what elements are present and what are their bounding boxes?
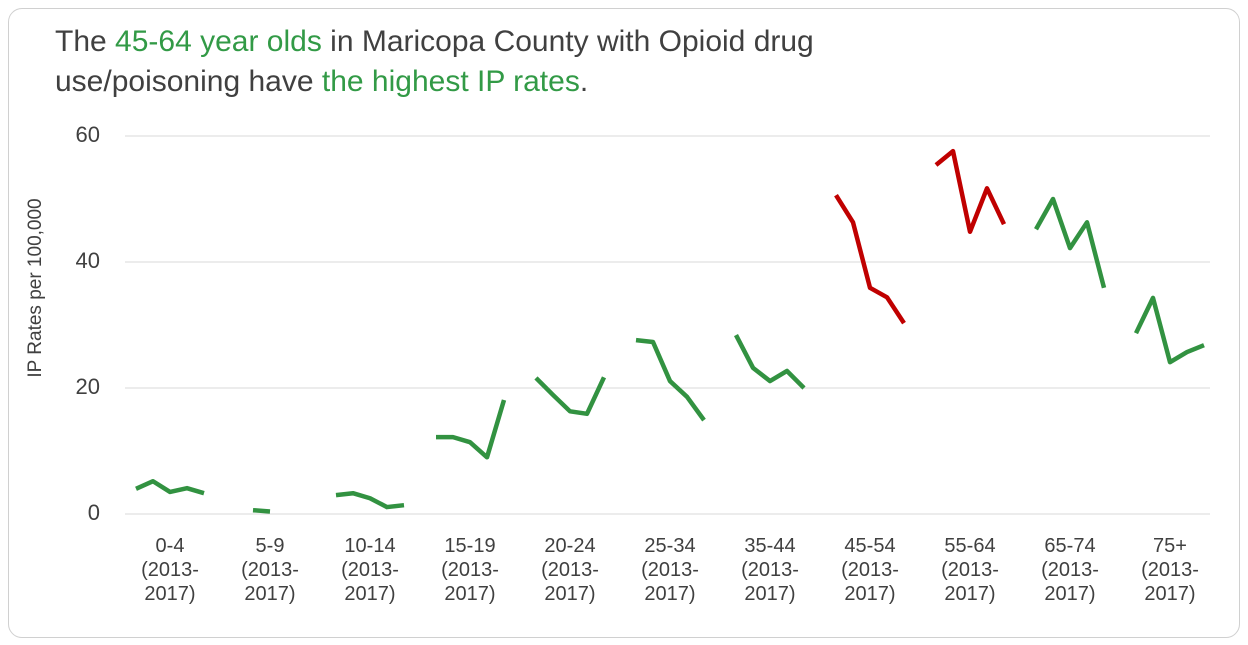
title-part: The bbox=[55, 25, 116, 58]
x-tick-label: 75+ (2013-2017) bbox=[1141, 535, 1199, 605]
chart-title: The 45-64 year olds in Maricopa County w… bbox=[55, 22, 995, 102]
y-tick-label: 40 bbox=[76, 248, 100, 273]
x-tick-label: 5-9 (2013-2017) bbox=[241, 535, 299, 605]
card bbox=[8, 8, 1240, 638]
group-line bbox=[534, 376, 607, 417]
group-line bbox=[436, 399, 507, 460]
y-tick-label: 20 bbox=[76, 374, 100, 399]
title-part: 45-64 year olds bbox=[115, 25, 322, 58]
group-line bbox=[734, 334, 806, 390]
title-part: the highest IP rates bbox=[321, 65, 580, 98]
group-line bbox=[1133, 295, 1205, 365]
group-line bbox=[635, 337, 706, 422]
title-part: . bbox=[579, 65, 589, 98]
group-line bbox=[934, 148, 1007, 235]
group-line bbox=[252, 507, 271, 514]
x-tick-label: 0-4 (2013-2017) bbox=[141, 535, 199, 605]
x-tick-label: 25-34 (2013-2017) bbox=[641, 535, 699, 605]
x-tick-label: 10-14 (2013-2017) bbox=[341, 535, 399, 605]
y-tick-label: 60 bbox=[76, 122, 100, 147]
title-part: in Maricopa County with Opioid drug use/… bbox=[55, 25, 823, 98]
x-tick-label: 15-19 (2013-2017) bbox=[441, 535, 499, 605]
group-line bbox=[335, 490, 405, 510]
x-tick-label: 55-64 (2013-2017) bbox=[941, 535, 999, 605]
x-tick-label: 45-54 (2013-2017) bbox=[841, 535, 899, 605]
group-line bbox=[1034, 196, 1107, 289]
group-line bbox=[834, 194, 906, 325]
x-tick-label: 65-74 (2013-2017) bbox=[1041, 535, 1099, 605]
y-axis-label: IP Rates per 100,000 bbox=[25, 198, 46, 377]
group-line bbox=[135, 478, 205, 496]
x-tick-label: 20-24 (2013-2017) bbox=[541, 535, 599, 605]
y-tick-label: 0 bbox=[88, 500, 100, 525]
x-tick-label: 35-44 (2013-2017) bbox=[741, 535, 799, 605]
